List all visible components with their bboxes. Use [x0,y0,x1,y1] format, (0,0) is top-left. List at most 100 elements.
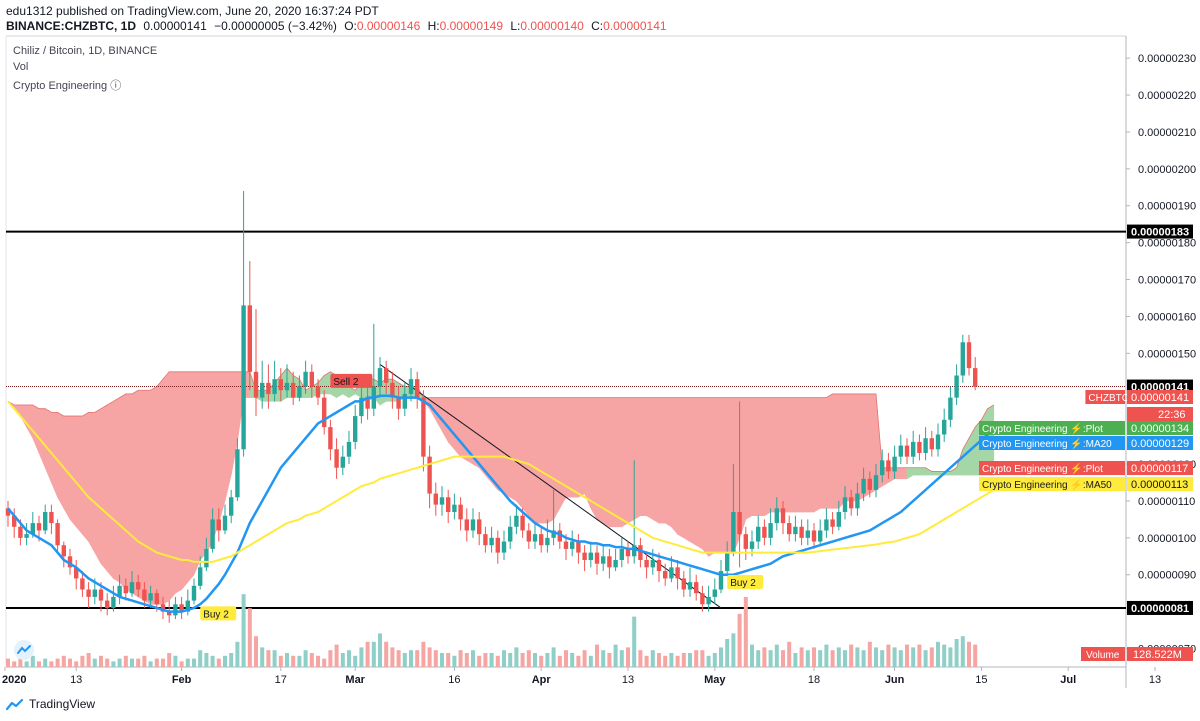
indicator-value-bg [1127,421,1193,435]
volume-bar [117,658,122,667]
candle-body [935,434,941,450]
candle-body [594,552,600,564]
cloud-segment [571,397,579,498]
cloud-segment [32,404,40,454]
cloud-segment [119,393,127,591]
volume-bar [179,661,184,667]
volume-bars [6,594,978,667]
cloud-segment [82,411,89,543]
volume-bar [446,653,451,667]
volume-bar [663,655,668,667]
candle-body [55,523,60,546]
volume-bar [564,650,568,667]
candle-body [86,589,91,597]
symbol-name[interactable]: BINANCE:CHZBTC, 1D [6,19,136,33]
volume-bar [204,653,209,667]
cloud-segment [751,397,759,517]
price-change: −0.00000005 (−3.42%) [214,19,337,33]
x-tick-label: Jun [885,674,905,686]
volume-bar [929,647,934,667]
volume-bar [880,650,885,667]
candle-body [793,526,798,535]
cloud-segment [150,386,158,605]
cloud-segment [509,397,517,502]
candle-body [284,382,290,391]
chart-logo-icon [14,640,34,660]
cloud-segment [88,412,96,554]
volume-bar [185,658,190,667]
x-tick-label: 13 [70,674,82,686]
volume-bar [148,661,153,667]
cloud-segment [615,397,623,528]
volume-bar [427,647,432,667]
candle-body [638,545,643,560]
volume-bar [210,655,215,667]
candle-body [291,382,296,398]
candle-body [644,559,649,568]
cloud-segment [906,467,914,480]
indicator-value: 0.00000129 [1131,438,1189,450]
x-tick-label: Jul [1060,674,1076,686]
candle-body [948,397,953,420]
tradingview-footer[interactable]: TradingView [6,697,95,711]
candle-body [954,375,959,398]
cloud-segment [671,397,678,535]
tradingview-logo-icon [6,698,24,710]
candle-body [613,559,618,568]
high-label: H: [427,19,440,33]
candle-body [768,523,773,538]
level-label-bg [1127,224,1193,239]
volume-bar [936,641,940,667]
candle-body [80,578,85,590]
cloud-segment [559,397,567,510]
y-tick-label: 0.00000230 [1138,53,1196,65]
volume-bar [526,650,531,667]
volume-bar [328,650,333,667]
volume-bar [694,650,699,667]
cloud-segment [683,397,691,543]
indicator-value-bg [1127,407,1193,421]
legend-indicator[interactable]: Crypto Engineering ⓘ [13,80,122,92]
volume-bar [867,641,872,667]
cloud-segment [770,397,778,513]
indicator-value: 0.00000117 [1131,463,1188,475]
volume-bar [322,658,327,667]
volume-bar [917,644,922,667]
volume-bar [613,644,618,667]
legend-title[interactable]: Chiliz / Bitcoin, 1D, BINANCE [13,45,158,57]
candle-body [117,585,122,597]
volume-bar [396,650,401,667]
volume-bar [24,661,29,667]
cloud-segment [757,397,765,517]
cloud-segment [181,371,189,591]
y-tick-label: 0.00000220 [1138,90,1196,102]
cloud-segment [640,397,647,517]
candle-body [390,382,395,398]
candle-body [198,567,203,586]
volume-bar [719,647,723,667]
volume-bar [737,613,742,667]
x-tick-label: Apr [532,674,552,686]
legend-volume[interactable]: Vol [13,61,29,73]
volume-bar [216,658,221,667]
cloud-segment [633,397,641,520]
candle-body [452,504,457,513]
volume-bar [632,616,637,667]
x-tick-label: 18 [808,674,820,686]
candle-body [477,519,482,535]
volume-bar [384,641,389,667]
cloud-segment [826,393,833,509]
volume-bar [905,644,909,667]
volume-bar [849,644,854,667]
candle-body [303,371,308,387]
volume-bar [390,647,395,667]
volume-bar [347,650,351,667]
volume-bar [861,650,866,667]
candle-body [216,519,221,531]
y-axis: 0.00000230 0.00000220 0.00000210 0.00000200… [1126,53,1196,656]
volume-bar [440,653,444,667]
cloud-segment [528,397,536,524]
cloud-segment [764,397,771,517]
volume-bar [111,661,116,667]
